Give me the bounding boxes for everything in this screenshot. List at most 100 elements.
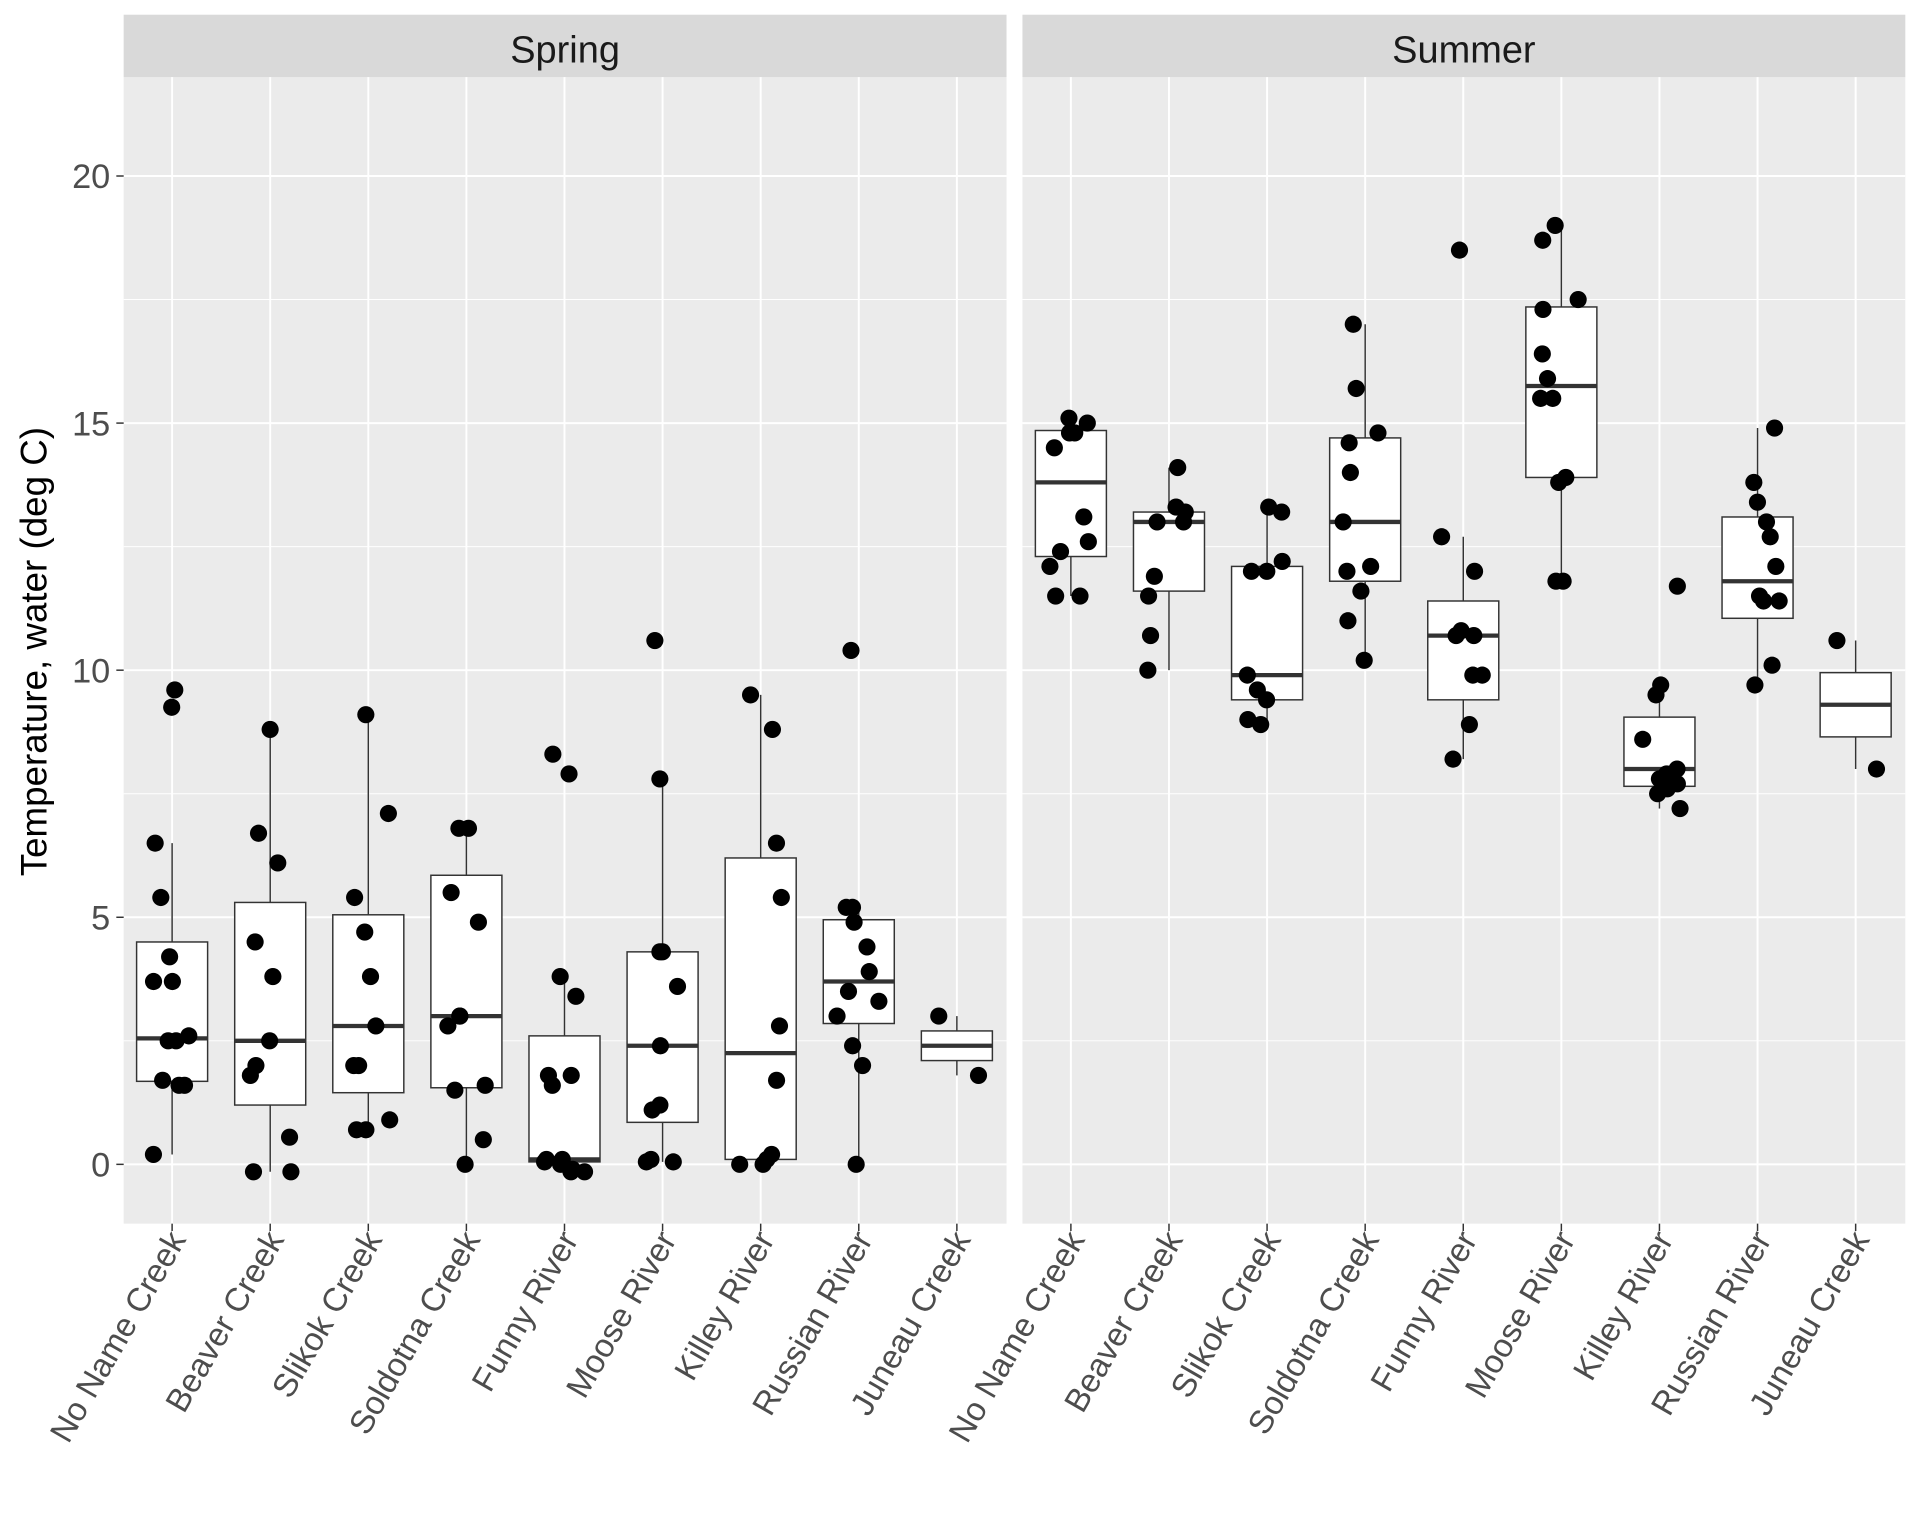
data-point [847,1155,865,1173]
data-point [246,933,264,951]
data-point [1051,543,1070,561]
data-point [1546,216,1564,234]
data-point [1534,300,1552,319]
data-point [969,1066,988,1084]
data-point [1338,562,1356,580]
data-point [668,977,687,996]
data-point [1140,587,1158,605]
data-point [1867,760,1886,778]
data-point [767,834,786,852]
data-point [474,1131,492,1149]
data-point [1148,513,1166,531]
data-point [166,681,184,699]
data-point [357,706,375,724]
data-point [1273,552,1291,571]
data-point [361,967,380,986]
boxplot-soldotna-creek [430,819,503,1173]
data-point [161,948,179,966]
boxplot-no-name-creek [1034,409,1108,605]
data-point [770,1017,789,1035]
data-point [646,631,664,650]
data-point [562,1163,580,1181]
data-point [860,963,878,981]
data-point [1339,612,1357,630]
data-point [146,834,164,852]
data-point [347,1121,366,1139]
data-point [1139,661,1157,679]
boxplot-moose-river [1525,216,1598,590]
data-point [1079,533,1097,551]
data-point [664,1153,682,1171]
y-tick-label: 15 [72,405,110,443]
data-point [367,1017,385,1035]
box [135,941,209,1083]
data-point [562,1066,580,1084]
data-point [741,686,760,704]
data-point [381,1111,399,1129]
data-point [476,1076,494,1094]
boxplot-beaver-creek [233,720,307,1181]
data-point [356,923,374,941]
data-point [839,982,858,1000]
data-point [379,804,397,823]
data-point [845,913,863,931]
data-point [1767,557,1785,575]
data-point [163,972,181,991]
data-point [282,1163,300,1181]
box [724,857,797,1161]
data-point [1649,785,1667,803]
data-point [1273,503,1291,521]
data-point [1340,434,1358,452]
boxplot-funny-river [528,745,601,1181]
data-point [1071,587,1089,605]
data-point [1060,409,1078,427]
y-tick-label: 20 [72,158,110,196]
data-point [1344,315,1362,333]
box [1427,600,1500,701]
y-tick-label: 5 [91,900,110,938]
data-point [535,1153,554,1171]
data-point [1347,379,1365,398]
data-point [1450,241,1469,259]
data-point [1746,676,1764,694]
box [430,874,503,1089]
facet-strip [123,14,1007,78]
data-point [651,943,669,961]
data-point [1242,562,1261,580]
data-point [754,1155,772,1173]
x-tick-label: Killey River [668,1225,783,1387]
data-point [1765,419,1784,437]
boxplot-russian-river [1721,419,1794,694]
data-point [1550,473,1568,491]
boxplot-moose-river [626,631,699,1171]
data-point [1341,463,1359,482]
box [1328,437,1402,582]
data-point [1569,290,1587,309]
data-point [1174,513,1193,531]
data-point [1544,389,1562,407]
data-point [651,1037,669,1055]
data-point [551,967,569,986]
data-point [842,641,860,659]
facet-title: Spring [510,29,620,71]
boxplot-soldotna-creek [1328,315,1402,669]
data-point [772,888,790,907]
data-point [1362,557,1380,575]
data-point [1671,799,1689,818]
boxplot-beaver-creek [1132,458,1206,679]
data-point [1075,508,1093,526]
data-point [1334,513,1352,531]
data-point [1533,345,1551,363]
box [1132,511,1206,592]
x-tick-label: No Name Creek [43,1225,194,1449]
facet-title: Summer [1392,29,1536,71]
data-point [575,1163,594,1181]
data-point [1532,389,1550,407]
y-axis-label: Temperature, water (deg C) [14,427,55,876]
boxplot-slikok-creek [332,706,405,1139]
data-point [767,1071,786,1089]
boxplot-juneau-creek [920,1007,994,1084]
data-point [439,1017,457,1035]
data-point [144,1145,163,1164]
data-point [828,1007,846,1025]
